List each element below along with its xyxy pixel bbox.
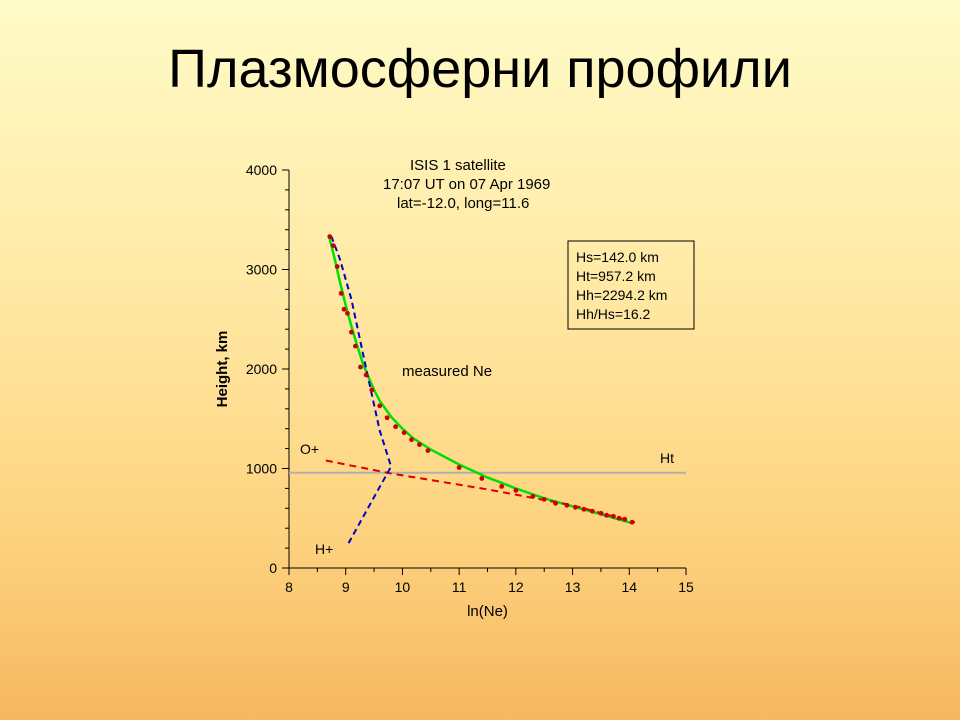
measured-point xyxy=(384,415,390,421)
x-tick-label: 11 xyxy=(452,579,467,595)
measured-point xyxy=(330,243,336,249)
measured-point xyxy=(541,496,547,502)
measured-point xyxy=(352,343,358,349)
y-tick-label: 4000 xyxy=(246,162,277,178)
chart-title-line-3: lat=-12.0, long=11.6 xyxy=(397,195,529,212)
measured-point xyxy=(590,508,595,514)
measured-point xyxy=(345,310,350,316)
measured-point xyxy=(341,306,347,312)
measured-point xyxy=(499,484,505,489)
x-tick-label: 13 xyxy=(565,579,581,595)
oplus-series-line xyxy=(325,459,636,524)
measured-point xyxy=(348,329,354,335)
measured-point xyxy=(377,403,383,409)
measured-point xyxy=(363,372,369,378)
x-axis-label: ln(Ne) xyxy=(467,603,508,620)
hplus-series-line xyxy=(330,236,393,544)
info-box-line: Ht=957.2 km xyxy=(576,268,656,284)
chart-title-line-1: ISIS 1 satellite xyxy=(410,157,506,174)
y-tick-label: 2000 xyxy=(246,361,277,377)
measured-point xyxy=(327,234,333,240)
info-box-line: Hh=2294.2 km xyxy=(576,287,667,303)
chart-title-line-2: 17:07 UT on 07 Apr 1969 xyxy=(383,176,550,193)
measured-point xyxy=(456,465,462,470)
measured-point xyxy=(393,424,399,430)
hplus-label: H+ xyxy=(315,541,333,557)
measured-point xyxy=(581,506,587,512)
x-tick-label: 9 xyxy=(342,579,350,595)
x-tick-label: 8 xyxy=(285,579,293,595)
measured-point xyxy=(369,387,375,393)
measured-point xyxy=(417,442,422,448)
y-tick-label: 1000 xyxy=(246,461,277,477)
measured-point xyxy=(338,290,344,296)
x-tick-label: 14 xyxy=(621,579,637,595)
chart-ticks: 0 1000 2000 3000 4000 8 9 10 11 12 13 14 15 xyxy=(246,162,694,595)
y-tick-label: 0 xyxy=(269,560,277,576)
measured-point xyxy=(513,487,519,493)
ht-label: Ht xyxy=(660,450,674,466)
x-tick-label: 15 xyxy=(678,579,694,595)
measured-point xyxy=(598,510,604,516)
measured-point xyxy=(530,493,536,499)
measured-point xyxy=(334,264,340,269)
x-tick-label: 10 xyxy=(395,579,411,595)
oplus-label: O+ xyxy=(300,441,319,457)
measured-point xyxy=(616,515,622,521)
measured-point xyxy=(553,500,558,506)
measured-ne-label: measured Ne xyxy=(402,363,492,380)
info-box xyxy=(567,240,695,330)
y-axis-label: Height, km xyxy=(214,331,231,408)
measured-point xyxy=(425,448,431,453)
measured-point xyxy=(604,512,609,518)
measured-point xyxy=(409,437,414,443)
y-tick-label: 3000 xyxy=(246,262,277,278)
measured-point xyxy=(622,516,628,522)
slide-title: Плазмосферни профили xyxy=(168,39,792,99)
measured-point xyxy=(358,364,363,370)
measured-point xyxy=(629,519,635,525)
chart-series xyxy=(289,234,686,544)
measured-point xyxy=(573,504,578,510)
measured-point xyxy=(611,513,616,519)
measured-point xyxy=(401,430,407,436)
info-box-line: Hs=142.0 km xyxy=(576,249,659,265)
info-box-line: Hh/Hs=16.2 xyxy=(576,306,651,322)
measured-point xyxy=(479,476,485,481)
measured-point xyxy=(564,502,570,508)
x-tick-label: 12 xyxy=(508,579,524,595)
chart-labels: ln(Ne) Height, km ISIS 1 satellite 17:07 UT… xyxy=(214,157,695,620)
